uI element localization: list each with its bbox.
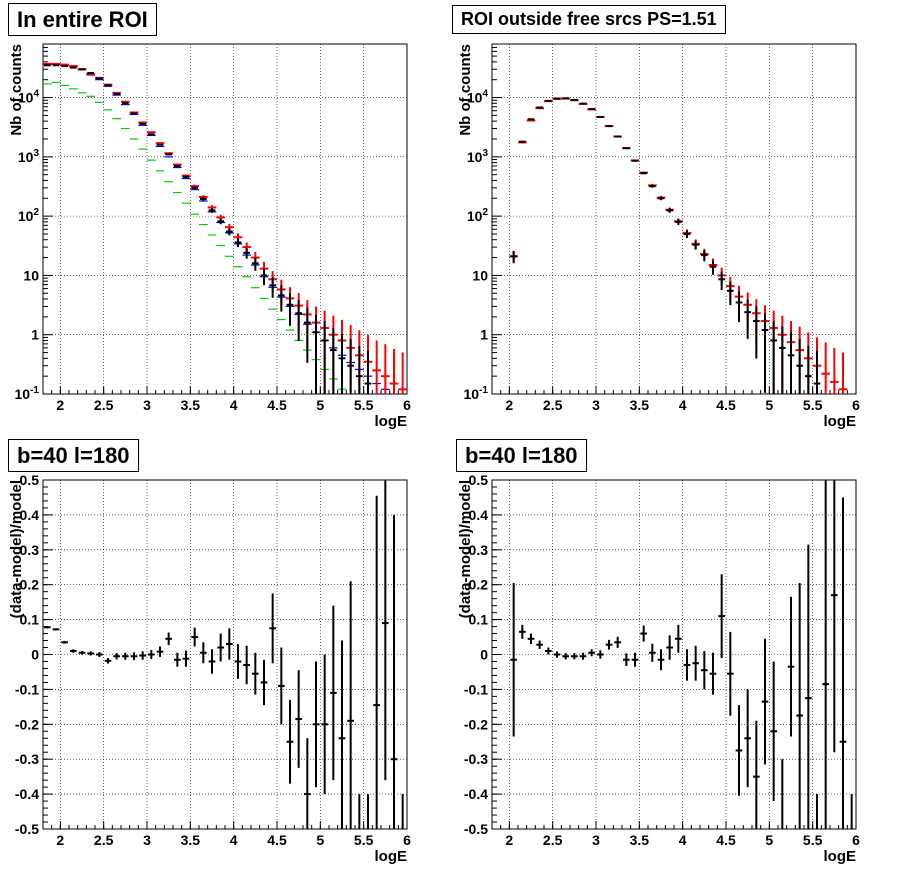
x-tick-label: 5.5	[354, 397, 374, 413]
x-tick-label: 3.5	[181, 832, 201, 848]
x-tick-label: 6	[852, 832, 860, 848]
y-tick-label: 0	[480, 647, 488, 663]
y-tick-label: -0.2	[15, 716, 39, 732]
x-tick-label: 2.5	[543, 397, 563, 413]
chart-panel: 2 2.5 3 3.5 4 4.5 5 5.5 6 10-1 1 10 102 103 104 logE Nb …	[457, 43, 860, 430]
panel-title: b=40 l=180	[456, 439, 587, 472]
plot-frame	[491, 43, 857, 395]
chart-panel: 2 2.5 3 3.5 4 4.5 5 5.5 6 10-1 1 10 102 103 104 logE Nb …	[8, 43, 411, 430]
y-tick-label: 1	[480, 327, 488, 343]
x-tick-label: 4	[679, 832, 687, 848]
x-axis-label: logE	[824, 413, 857, 430]
x-tick-label: 4.5	[267, 397, 287, 413]
x-tick-label: 4	[230, 832, 238, 848]
x-tick-label: 2.5	[94, 397, 114, 413]
y-tick-label: -0.1	[464, 681, 488, 697]
y-tick-label: 103	[467, 148, 489, 165]
x-tick-label: 3	[143, 832, 151, 848]
y-tick-label: 0.2	[20, 577, 40, 593]
x-tick-label: 3.5	[630, 832, 650, 848]
x-tick-label: 2.5	[543, 832, 563, 848]
y-axis-label: Nb of counts	[457, 44, 474, 136]
x-tick-label: 5	[316, 397, 324, 413]
x-tick-label: 6	[403, 832, 411, 848]
y-tick-label: 102	[18, 207, 40, 224]
x-axis-label: logE	[824, 848, 857, 865]
y-tick-label: -0.1	[15, 681, 39, 697]
series-data	[44, 64, 372, 394]
y-tick-label: 104	[467, 89, 489, 106]
panel-title: In entire ROI	[8, 3, 157, 36]
y-tick-label: -0.5	[464, 821, 488, 837]
y-tick-label: 103	[18, 148, 40, 165]
y-tick-label: 10-1	[464, 385, 489, 402]
series-residual	[44, 480, 404, 829]
x-axis-label: logE	[375, 413, 408, 430]
y-tick-label: -0.2	[464, 716, 488, 732]
plot-frame	[42, 43, 408, 395]
x-tick-label: 6	[403, 397, 411, 413]
y-tick-label: 0.4	[469, 507, 489, 523]
y-tick-label: 10	[23, 267, 39, 283]
x-tick-label: 5	[765, 397, 773, 413]
x-tick-label: 2	[56, 832, 64, 848]
x-axis-label: logE	[375, 848, 408, 865]
x-tick-label: 6	[852, 397, 860, 413]
x-tick-label: 4.5	[267, 832, 287, 848]
y-tick-label: 0.1	[20, 612, 40, 628]
y-tick-label: -0.3	[15, 751, 39, 767]
panel-title: ROI outside free srcs PS=1.51	[452, 5, 726, 34]
y-tick-label: 10-1	[15, 385, 40, 402]
x-tick-label: 5.5	[803, 832, 823, 848]
y-tick-label: 0.3	[20, 542, 40, 558]
y-tick-label: -0.4	[15, 786, 39, 802]
x-tick-label: 4.5	[716, 397, 736, 413]
y-tick-label: 0.5	[469, 472, 489, 488]
y-axis-label: Nb of counts	[8, 44, 25, 136]
y-tick-label: 104	[18, 89, 40, 106]
series-residual	[510, 480, 853, 829]
series-data	[510, 97, 821, 394]
x-tick-label: 5.5	[354, 832, 374, 848]
y-tick-label: 0.5	[20, 472, 40, 488]
x-tick-label: 4	[230, 397, 238, 413]
y-tick-label: 0.3	[469, 542, 489, 558]
y-tick-label: 0.2	[469, 577, 489, 593]
x-tick-label: 3	[143, 397, 151, 413]
y-axis-label: (data-model)/model	[457, 480, 474, 618]
y-tick-label: -0.5	[15, 821, 39, 837]
y-tick-label: 10	[472, 267, 488, 283]
x-tick-label: 2	[505, 397, 513, 413]
panel-title: b=40 l=180	[8, 439, 139, 472]
x-tick-label: 2.5	[94, 832, 114, 848]
x-tick-label: 3	[592, 397, 600, 413]
chart-panel: 2 2.5 3 3.5 4 4.5 5 5.5 6 -0.5 -0.4 -0.3 -0.2 -0.1 0 0.…	[457, 472, 860, 865]
x-tick-label: 2	[56, 397, 64, 413]
x-tick-label: 5	[316, 832, 324, 848]
chart-panel: 2 2.5 3 3.5 4 4.5 5 5.5 6 -0.5 -0.4 -0.3 -0.2 -0.1 0 0.…	[8, 472, 411, 865]
x-tick-label: 3.5	[630, 397, 650, 413]
y-tick-label: 102	[467, 207, 489, 224]
y-axis-label: (data-model)/model	[8, 480, 25, 618]
y-tick-label: 0	[31, 647, 39, 663]
y-tick-label: 0.1	[469, 612, 489, 628]
y-tick-label: -0.3	[464, 751, 488, 767]
x-tick-label: 5	[765, 832, 773, 848]
series-component	[43, 81, 347, 390]
x-tick-label: 3.5	[181, 397, 201, 413]
y-tick-label: 0.4	[20, 507, 40, 523]
x-tick-label: 2	[505, 832, 513, 848]
x-tick-label: 3	[592, 832, 600, 848]
y-tick-label: -0.4	[464, 786, 488, 802]
y-tick-label: 1	[31, 327, 39, 343]
x-tick-label: 4	[679, 397, 687, 413]
x-tick-label: 4.5	[716, 832, 736, 848]
x-tick-label: 5.5	[803, 397, 823, 413]
